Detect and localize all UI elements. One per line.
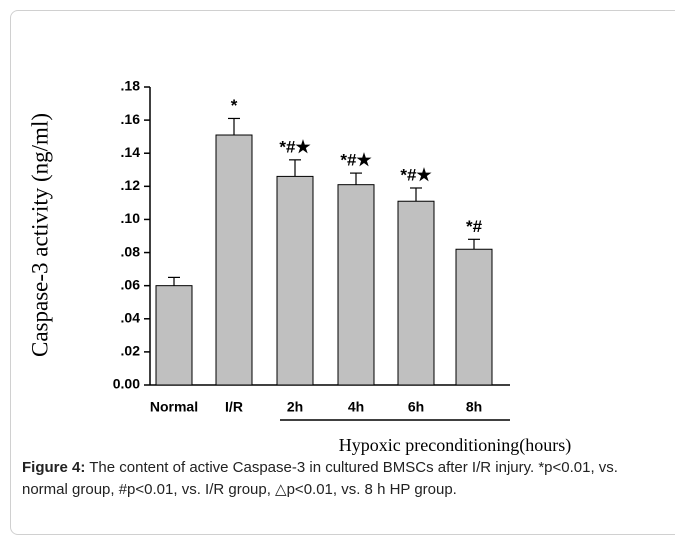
x-tick-label: 4h bbox=[348, 399, 364, 415]
x-tick-label: 8h bbox=[466, 399, 482, 415]
bar bbox=[215, 134, 253, 386]
significance-label: *# bbox=[466, 217, 483, 236]
y-tick-label: .02 bbox=[121, 343, 141, 359]
y-tick-label: .16 bbox=[121, 111, 141, 127]
y-axis-label: Caspase-3 activity (ng/ml) bbox=[27, 113, 52, 357]
x-tick-label: Normal bbox=[150, 399, 198, 415]
significance-label: * bbox=[231, 96, 238, 115]
bar bbox=[155, 285, 193, 386]
y-tick-label: .12 bbox=[121, 177, 141, 193]
caption-text: The content of active Caspase-3 in cultu… bbox=[22, 459, 618, 498]
caption: Figure 4: The content of active Caspase-… bbox=[22, 457, 662, 501]
y-tick-label: .10 bbox=[121, 210, 141, 226]
y-tick-label: .14 bbox=[121, 144, 141, 160]
bar bbox=[337, 184, 375, 386]
x-tick-label: I/R bbox=[225, 399, 243, 415]
x-tick-label: 6h bbox=[408, 399, 424, 415]
frame bbox=[10, 10, 675, 535]
group-label: Hypoxic preconditioning(hours) bbox=[339, 435, 571, 456]
y-tick-label: .04 bbox=[121, 309, 141, 325]
y-tick-label: .06 bbox=[121, 276, 141, 292]
significance-label: *#★ bbox=[400, 165, 432, 184]
significance-label: *#★ bbox=[279, 137, 311, 156]
bar bbox=[276, 175, 314, 386]
y-tick-label: .08 bbox=[121, 243, 141, 259]
y-tick-label: 0.00 bbox=[113, 376, 140, 392]
bar bbox=[455, 248, 493, 386]
significance-label: *#★ bbox=[340, 151, 372, 170]
x-tick-label: 2h bbox=[287, 399, 303, 415]
bar bbox=[397, 200, 435, 386]
caption-label: Figure 4: bbox=[22, 459, 86, 476]
y-tick-label: .18 bbox=[121, 78, 141, 94]
